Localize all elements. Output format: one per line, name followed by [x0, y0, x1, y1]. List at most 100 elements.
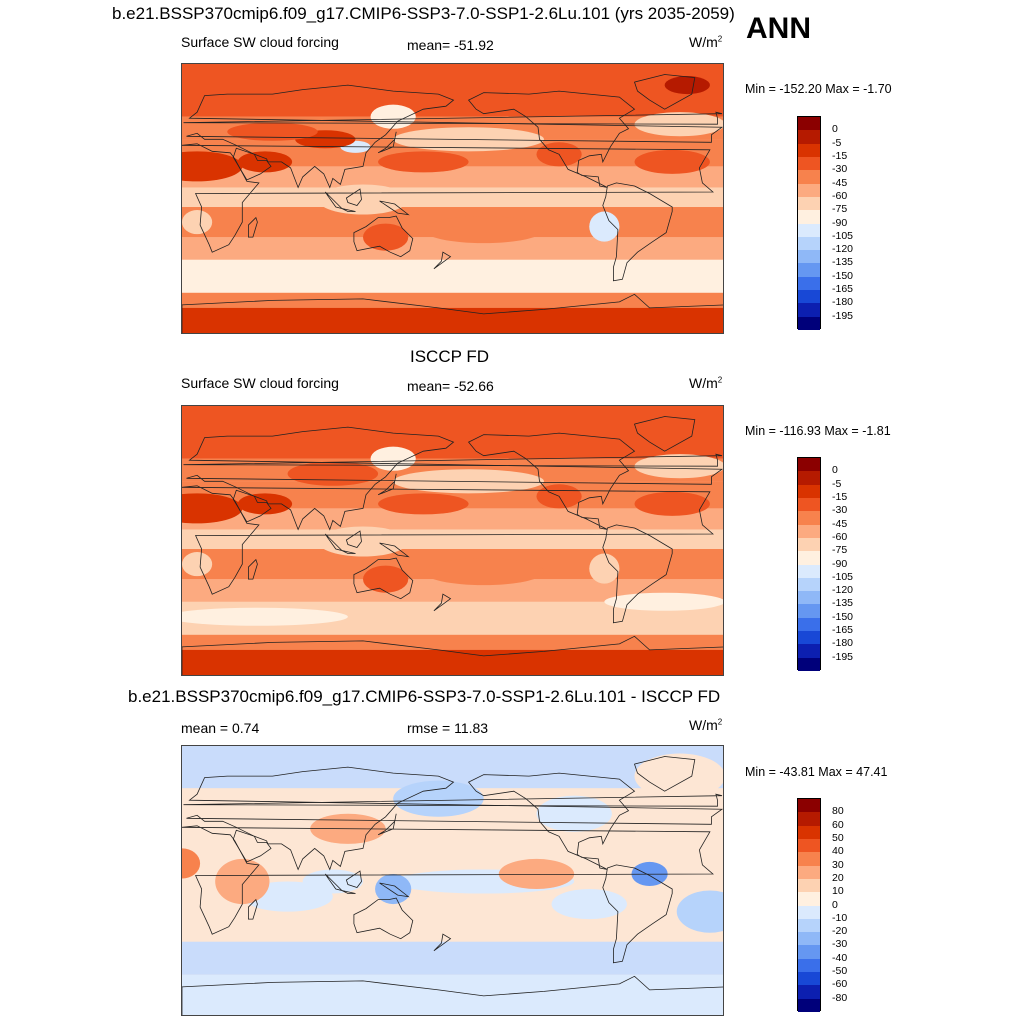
colorbar-tick-label: -90	[832, 557, 848, 570]
units-label: W/m2	[689, 34, 723, 50]
coastline	[186, 426, 723, 531]
coastline	[324, 873, 344, 892]
colorbar-swatch	[798, 985, 820, 999]
colorbar-swatch	[798, 196, 820, 211]
colorbar	[797, 798, 821, 1012]
colorbar-swatch	[798, 223, 820, 237]
colorbar-swatch	[798, 972, 820, 986]
colorbar-tick-label: -195	[832, 309, 854, 322]
coastline	[433, 593, 452, 612]
coastline	[248, 898, 258, 920]
coastline	[183, 453, 723, 467]
colorbar-swatch	[798, 905, 820, 919]
map-panel	[181, 745, 724, 1016]
colorbar-swatch	[798, 631, 820, 645]
coastline	[232, 829, 272, 863]
colorbar-swatch	[798, 564, 820, 578]
min-max-label: Min = -116.93 Max = -1.81	[745, 424, 891, 438]
colorbar-tick-label: -40	[832, 951, 848, 964]
colorbar-tick-label: -75	[832, 544, 848, 557]
colorbar-swatch	[798, 998, 820, 1012]
colorbar-tick-label: 10	[832, 885, 844, 898]
colorbar-swatch	[798, 604, 820, 618]
colorbar-swatch	[798, 183, 820, 197]
colorbar-tick-label: -60	[832, 978, 848, 991]
colorbar-swatch	[798, 276, 820, 291]
rmse-label: rmse = 11.83	[407, 720, 489, 736]
coastline	[379, 200, 410, 216]
coastline	[182, 485, 714, 595]
colorbar-swatch	[798, 250, 820, 264]
colorbar-tick-label: -180	[832, 296, 854, 309]
colorbar-swatch	[798, 657, 820, 671]
coastline	[433, 933, 452, 952]
colorbar-swatch	[798, 838, 820, 853]
colorbar-tick-label: -165	[832, 624, 854, 637]
colorbar-swatch	[798, 143, 820, 157]
colorbar-swatch	[798, 524, 820, 538]
panel-title: b.e21.BSSP370cmip6.f09_g17.CMIP6-SSP3-7.…	[128, 687, 721, 706]
colorbar-tick-label: -75	[832, 203, 848, 216]
mean-label: mean = 0.74	[181, 720, 260, 736]
colorbar-swatch	[798, 617, 820, 632]
colorbar-tick-label: -20	[832, 925, 848, 938]
map-panel	[181, 63, 724, 334]
colorbar-tick-label: 0	[832, 123, 838, 136]
colorbar-swatch	[798, 303, 820, 317]
colorbar-tick-label: -5	[832, 136, 842, 149]
colorbar-swatch	[798, 644, 820, 658]
colorbar-tick-label: -80	[832, 991, 848, 1004]
colorbar-tick-label: -135	[832, 597, 854, 610]
coastline	[345, 188, 362, 206]
colorbar-tick-label: -105	[832, 229, 854, 242]
coastline	[353, 215, 414, 258]
colorbar-tick-label: -165	[832, 283, 854, 296]
colorbar-tick-label: 0	[832, 464, 838, 477]
coastline	[467, 432, 636, 530]
coastline	[186, 84, 723, 189]
colorbar-tick-label: -150	[832, 269, 854, 282]
coastline	[345, 530, 362, 548]
colorbar-tick-label: -195	[832, 650, 854, 663]
coastline	[633, 416, 696, 452]
colorbar-swatch	[798, 236, 820, 251]
coastline	[377, 473, 397, 496]
variable-label: Surface SW cloud forcing	[181, 375, 339, 391]
colorbar-swatch	[798, 290, 820, 304]
colorbar-tick-label: -135	[832, 256, 854, 269]
map-field	[182, 64, 723, 333]
colorbar-tick-label: -45	[832, 176, 848, 189]
colorbar-swatch	[798, 170, 820, 184]
map-field	[182, 406, 723, 675]
mean-label: mean= -52.66	[407, 378, 494, 394]
colorbar-tick-label: -15	[832, 149, 848, 162]
colorbar-tick-label: 40	[832, 845, 844, 858]
colorbar-swatch	[798, 263, 820, 277]
units-label: W/m2	[689, 717, 723, 733]
colorbar	[797, 116, 821, 330]
coastline	[341, 890, 356, 894]
colorbar-tick-label: 0	[832, 898, 838, 911]
colorbar-swatch	[798, 812, 820, 826]
coastline	[602, 182, 673, 282]
colorbar-tick-label: -10	[832, 911, 848, 924]
coastline	[182, 293, 723, 333]
coastline	[602, 864, 673, 964]
colorbar-swatch	[798, 471, 820, 485]
coastline	[379, 542, 410, 558]
colorbar-swatch	[798, 918, 820, 933]
colorbar-tick-label: -60	[832, 530, 848, 543]
coastline	[183, 111, 723, 125]
colorbar-tick-label: -5	[832, 477, 842, 490]
variable-label: Surface SW cloud forcing	[181, 34, 339, 50]
colorbar-tick-label: 80	[832, 805, 844, 818]
colorbar-tick-label: -105	[832, 570, 854, 583]
coastline	[345, 870, 362, 888]
colorbar-swatch	[798, 892, 820, 906]
coastline	[341, 550, 356, 554]
colorbar-tick-label: -90	[832, 216, 848, 229]
colorbar-tick-label: 60	[832, 818, 844, 831]
coastline	[248, 216, 258, 238]
page-title: b.e21.BSSP370cmip6.f09_g17.CMIP6-SSP3-7.…	[112, 4, 735, 23]
colorbar-tick-label: -120	[832, 584, 854, 597]
